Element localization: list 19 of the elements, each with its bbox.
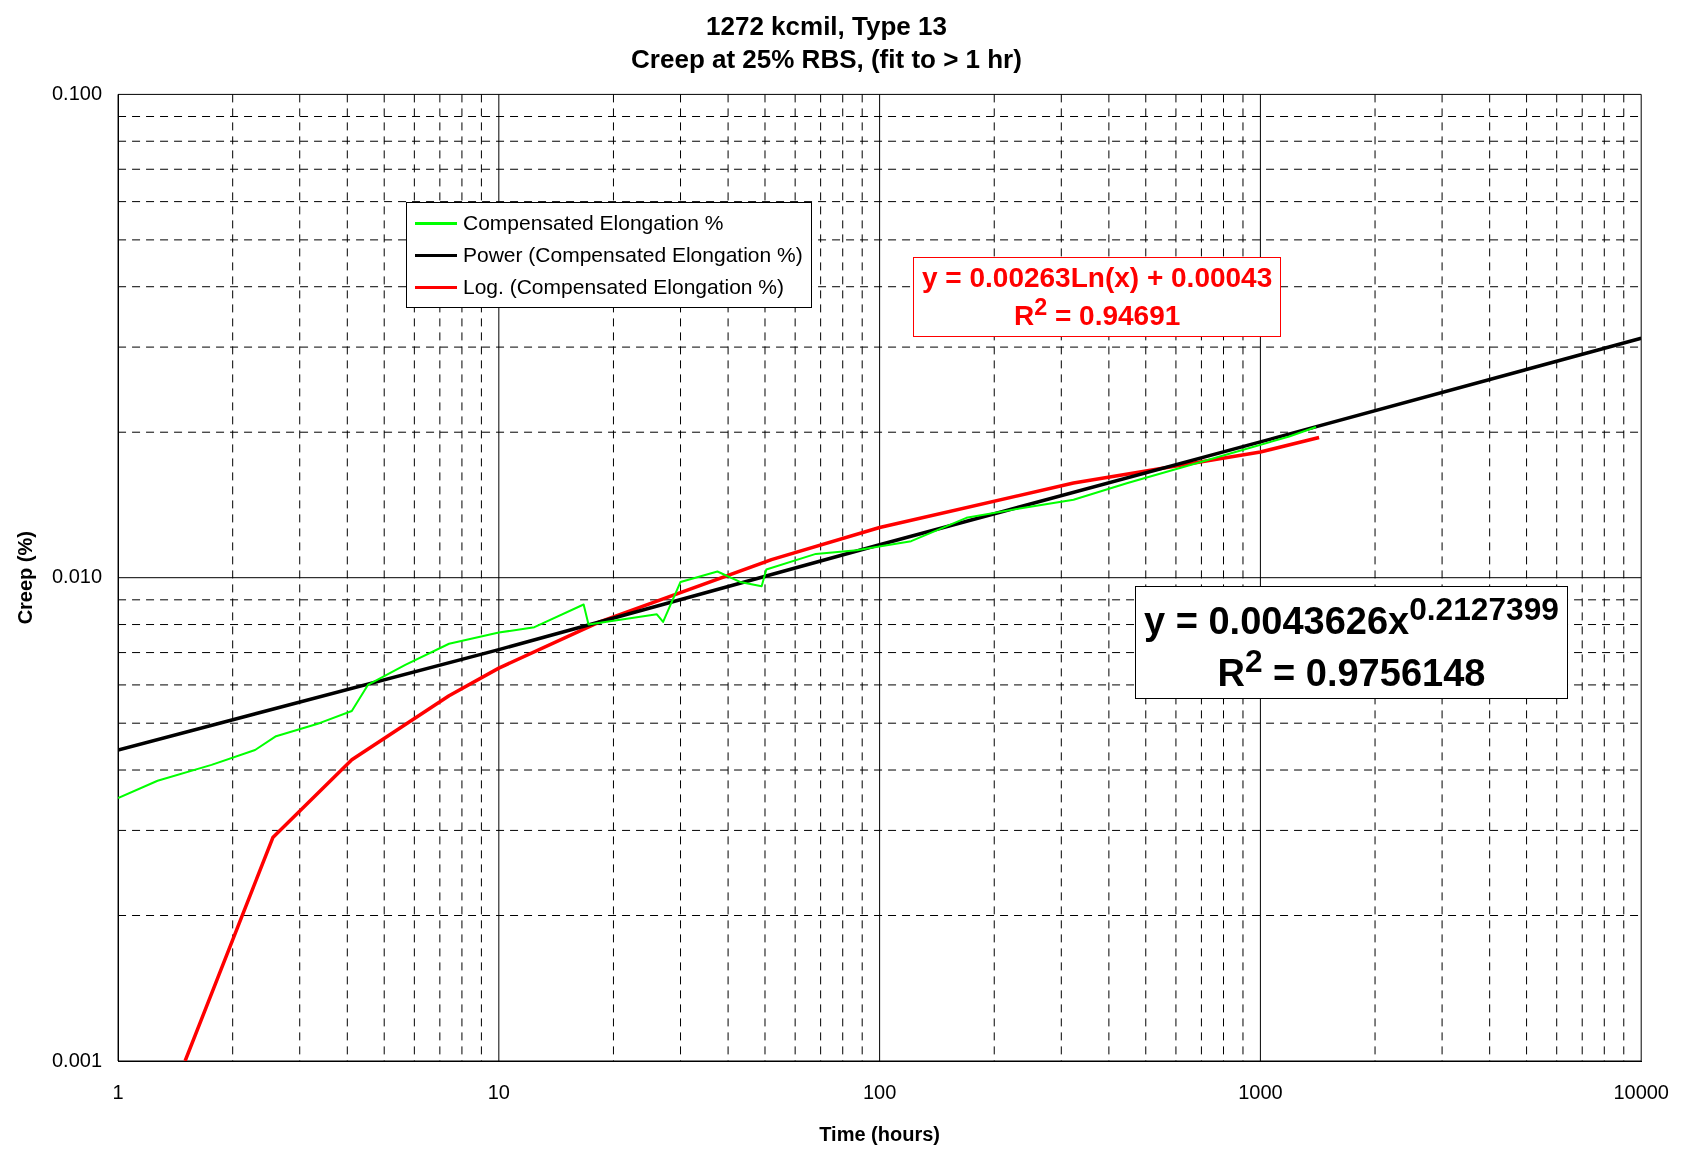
legend-label: Log. (Compensated Elongation %) [463,275,785,299]
x-tick-label: 100 [862,1080,897,1103]
y-tick-label: 0.010 [51,565,103,588]
x-tick-label: 10 [487,1080,510,1103]
annotation: y = 0.0043626x$^{0.2127399}$ [1144,591,1559,643]
x-tick-label: 1000 [1238,1080,1283,1103]
annotation: R$^{2}$ = 0.9756148 [1216,642,1487,695]
legend-label: Power (Compensated Elongation %) [463,243,803,267]
chart-title: 1272 kcmil, Type 13 [706,10,947,41]
x-tick-label: 10000 [1613,1080,1669,1103]
legend-label: Compensated Elongation % [463,211,724,235]
x-tick-label: 1 [112,1080,124,1103]
annotation: y = 0.00263Ln(x) + 0.00043 [922,262,1273,294]
y-tick-label: 0.001 [51,1048,103,1071]
y-tick-label: 0.100 [51,81,103,104]
y-axis-title: Creep (%) [13,531,36,625]
chart-subtitle: Creep at 25% RBS, (fit to > 1 hr) [631,43,1022,74]
x-axis-title: Time (hours) [819,1122,940,1145]
annotation: R$^{2}$ = 0.94691 [1012,294,1182,333]
